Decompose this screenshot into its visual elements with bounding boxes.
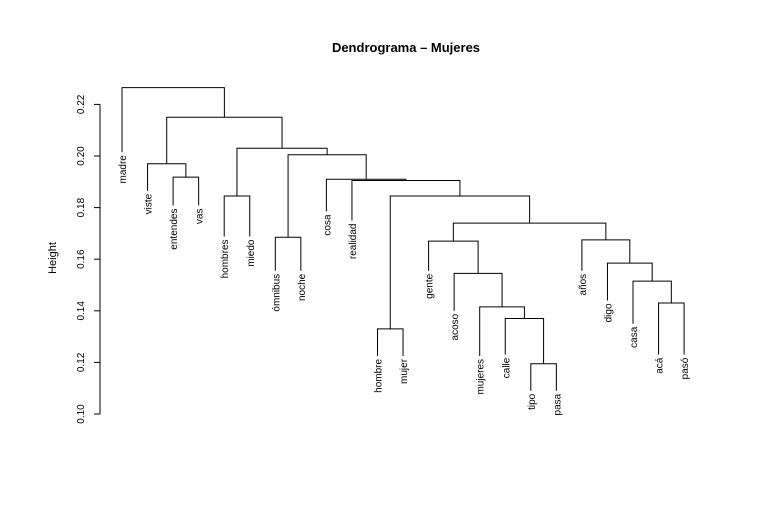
dendrogram-branches [121,87,685,391]
leaf-label: cosa [322,214,333,236]
y-tick-label: 0.20 [76,146,87,166]
leaf-label: acá [655,357,666,374]
leaf-label: realidad [348,224,359,260]
dendrogram-branch [274,236,302,271]
y-tick-label: 0.16 [76,249,87,269]
dendrogram-branch [632,280,672,324]
dendrogram-branch [658,302,685,355]
dendrogram-branch [223,195,251,237]
leaf-label: gente [425,273,436,298]
dendrogram-branch [428,240,479,274]
leaf-label: digo [603,303,614,322]
leaf-label: entendes [169,209,180,250]
leaf-label: noche [297,273,308,301]
dendrogram-branch [479,306,525,356]
leaf-label: miedo [246,239,257,267]
y-tick-label: 0.14 [76,301,87,321]
y-tick-label: 0.18 [76,197,87,217]
leaf-label: tipo [527,393,538,410]
y-axis: 0.10 0.12 0.14 0.16 0.18 0.20 0.22 [76,94,101,424]
dendrogram-branch [453,272,503,311]
leaf-label: pasa [552,393,563,415]
dendrogram-branch [606,262,653,301]
dendrogram-branch [325,178,407,212]
y-tick-label: 0.10 [76,404,87,424]
y-axis-label: Height [47,242,59,274]
leaf-label: mujeres [476,359,487,395]
leaf-label: años [578,274,589,296]
leaf-label: vas [195,209,206,225]
dendrogram-branch [351,180,461,221]
leaf-labels: madre viste entendes vas hombres miedo ómnibus… [118,155,691,416]
dendrogram-branch [581,239,631,271]
dendrogram-branch [377,328,404,356]
leaf-label: madre [118,155,129,184]
dendrogram-branch [172,176,200,206]
dendrogram-branch [452,222,607,242]
y-tick-label: 0.12 [76,352,87,372]
chart-title: Dendrograma – Mujeres [332,40,480,55]
dendrogram-branch [121,87,225,153]
leaf-label: calle [501,357,512,378]
dendrogram-branch [530,363,557,391]
leaf-label: mujer [399,358,410,384]
dendrogram-branch [166,116,283,164]
y-tick-label: 0.22 [76,94,87,114]
dendrogram-branch [389,195,531,329]
dendrogram-branch [236,147,328,196]
leaf-label: casa [629,326,640,348]
leaf-label: ómnibus [271,274,282,312]
leaf-label: viste [144,193,155,214]
leaf-label: pasó [680,357,691,379]
leaf-label: acoso [450,313,461,340]
leaf-label: hombre [374,359,385,393]
dendrogram-branch [504,318,545,364]
leaf-label: hombres [220,239,231,278]
